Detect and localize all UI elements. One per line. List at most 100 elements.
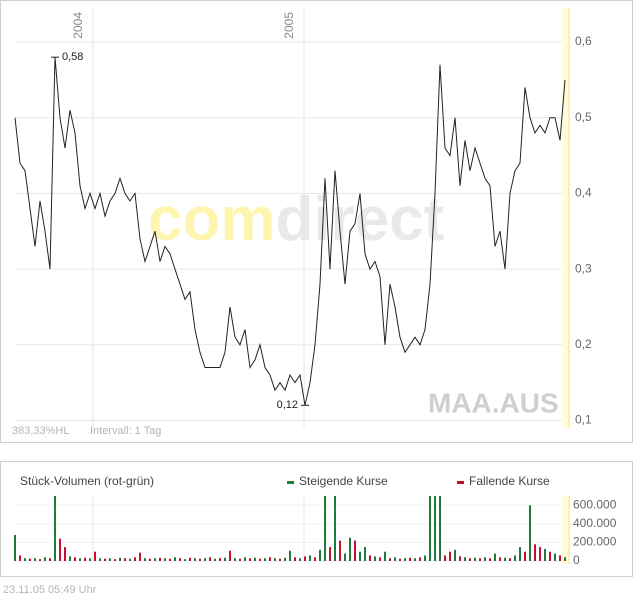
volume-bar	[484, 557, 486, 561]
y-tick-label: 0,2	[575, 337, 592, 351]
volume-bar	[409, 557, 411, 561]
volume-bar	[269, 557, 271, 561]
volume-bar	[44, 557, 46, 561]
volume-bar	[174, 557, 176, 561]
volume-bar	[544, 548, 546, 561]
volume-bar	[489, 558, 491, 561]
volume-bar	[164, 558, 166, 561]
volume-bar	[354, 540, 356, 561]
volume-bar	[34, 558, 36, 561]
volume-bar	[549, 551, 551, 561]
volume-bar	[219, 558, 221, 561]
volume-bar	[274, 558, 276, 561]
volume-bar	[314, 557, 316, 561]
y-tick-label: 0,1	[575, 413, 592, 427]
volume-bar	[234, 558, 236, 561]
volume-bar	[89, 558, 91, 561]
volume-bar	[194, 558, 196, 561]
watermark: comdirect	[148, 185, 444, 254]
volume-bar	[324, 496, 326, 561]
volume-bar	[464, 557, 466, 561]
volume-bar	[379, 557, 381, 561]
volume-bar	[84, 557, 86, 561]
volume-bar	[14, 535, 16, 561]
volume-bar	[74, 557, 76, 561]
volume-bar	[144, 558, 146, 561]
volume-bar	[19, 555, 21, 561]
volume-bar	[534, 544, 536, 561]
x-tick-label: 2005	[282, 12, 296, 39]
y-tick-label: 600.000	[573, 497, 617, 511]
volume-bar	[419, 557, 421, 561]
volume-bar	[54, 496, 56, 561]
volume-bar	[184, 559, 186, 561]
volume-bar	[159, 557, 161, 561]
volume-title: Stück-Volumen (rot-grün)	[20, 474, 154, 488]
volume-bar	[494, 553, 496, 561]
volume-bar	[279, 558, 281, 561]
volume-bar	[24, 558, 26, 561]
volume-bar	[39, 559, 41, 561]
volume-bar	[149, 558, 151, 561]
volume-bar	[524, 551, 526, 561]
y-tick-label: 0,5	[575, 110, 592, 124]
volume-bar	[69, 556, 71, 561]
y-tick-label: 200.000	[573, 535, 617, 549]
volume-bar	[404, 558, 406, 561]
volume-bar	[214, 558, 216, 561]
volume-bar	[64, 547, 66, 561]
volume-bar	[49, 558, 51, 561]
volume-bar	[189, 557, 191, 561]
y-tick-label: 0,6	[575, 34, 592, 48]
annotation: 0,12	[277, 399, 298, 411]
volume-bar	[339, 540, 341, 561]
volume-bar	[389, 558, 391, 561]
volume-bar	[519, 547, 521, 561]
volume-bar	[394, 557, 396, 561]
volume-bar	[414, 558, 416, 561]
volume-bar	[329, 547, 331, 561]
note: 383,33%HL	[12, 425, 70, 437]
volume-bar	[459, 556, 461, 561]
symbol: MAA.AUS	[428, 387, 559, 418]
volume-bar	[499, 557, 501, 561]
volume-bar	[239, 558, 241, 561]
volume-bar	[369, 555, 371, 561]
volume-bar	[399, 558, 401, 561]
volume-bar	[264, 558, 266, 561]
volume-bar	[474, 557, 476, 561]
volume-bar	[259, 558, 261, 561]
volume-bar	[289, 550, 291, 561]
volume-bar	[299, 558, 301, 561]
volume-bar	[244, 557, 246, 561]
volume-bar	[564, 557, 566, 561]
volume-bar	[94, 551, 96, 561]
volume-bar	[119, 557, 121, 561]
volume-bar	[479, 558, 481, 561]
volume-bar	[374, 556, 376, 561]
volume-bar	[104, 558, 106, 561]
volume-bar	[224, 557, 226, 561]
y-tick-label: 0,4	[575, 186, 592, 200]
volume-panel	[0, 461, 633, 577]
volume-bar	[254, 557, 256, 561]
volume-bar	[59, 538, 61, 561]
volume-bar	[439, 496, 441, 561]
volume-bar	[204, 558, 206, 561]
y-tick-label: 0,3	[575, 261, 592, 275]
volume-bar	[539, 547, 541, 561]
volume-bar	[124, 558, 126, 561]
volume-bar	[364, 547, 366, 561]
volume-bar	[444, 555, 446, 561]
volume-bar	[229, 550, 231, 561]
volume-bar	[179, 558, 181, 561]
volume-bar	[29, 558, 31, 561]
volume-bar	[434, 496, 436, 561]
volume-bar	[134, 557, 136, 561]
annotation: 0,58	[62, 51, 83, 63]
watermark-part: com	[148, 185, 275, 254]
volume-bar	[114, 559, 116, 561]
legend-label: Steigende Kurse	[299, 474, 388, 488]
footer: 23.11.05 05:49 Uhr	[3, 584, 97, 596]
y-tick-label: 0	[573, 553, 580, 567]
